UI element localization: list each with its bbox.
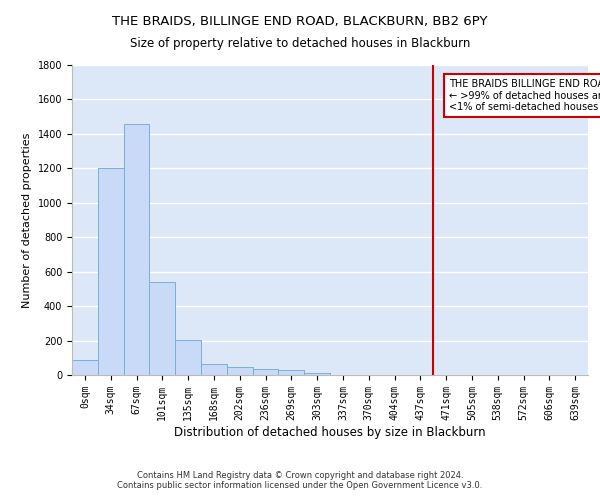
Bar: [227, 367, 253, 375]
Text: THE BRAIDS BILLINGE END ROAD: 463sqm
← >99% of detached houses are smaller (3,66: THE BRAIDS BILLINGE END ROAD: 463sqm ← >…: [449, 79, 600, 112]
Bar: [149, 282, 175, 375]
Bar: [253, 369, 278, 375]
Bar: [124, 124, 149, 375]
Text: Contains HM Land Registry data © Crown copyright and database right 2024.
Contai: Contains HM Land Registry data © Crown c…: [118, 470, 482, 490]
Text: Size of property relative to detached houses in Blackburn: Size of property relative to detached ho…: [130, 38, 470, 51]
Y-axis label: Number of detached properties: Number of detached properties: [22, 132, 32, 308]
Text: THE BRAIDS, BILLINGE END ROAD, BLACKBURN, BB2 6PY: THE BRAIDS, BILLINGE END ROAD, BLACKBURN…: [112, 15, 488, 28]
Bar: [98, 168, 124, 375]
Bar: [304, 373, 330, 375]
Bar: [201, 364, 227, 375]
X-axis label: Distribution of detached houses by size in Blackburn: Distribution of detached houses by size …: [174, 426, 486, 438]
Bar: [175, 340, 201, 375]
Bar: [72, 360, 98, 375]
Bar: [278, 370, 304, 375]
